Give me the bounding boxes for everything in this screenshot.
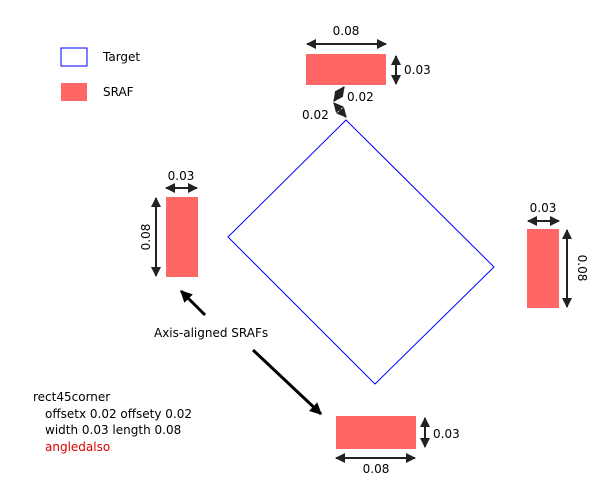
right-width-label: 0.03	[530, 201, 557, 215]
legend-sraf-swatch	[61, 83, 87, 101]
annotation-arrow-left	[179, 289, 207, 317]
sraf-top	[306, 54, 386, 85]
bottom-width-label: 0.08	[363, 462, 390, 476]
code-line-4: angledalso	[45, 439, 111, 454]
code-line-2: offsetx 0.02 offsety 0.02	[45, 406, 192, 421]
annotation-label: Axis-aligned SRAFs	[154, 326, 268, 340]
sraf-left	[166, 197, 198, 277]
sraf-bottom	[336, 416, 416, 449]
bottom-height-label: 0.03	[433, 427, 460, 441]
offset-x-label: 0.02	[302, 108, 329, 122]
annotation-arrow-bottom	[251, 348, 323, 416]
left-length-label: 0.08	[139, 224, 153, 251]
sraf-right	[527, 229, 559, 308]
code-block: rect45corner offsetx 0.02 offsety 0.02 w…	[33, 389, 192, 455]
code-line-3: width 0.03 length 0.08	[45, 423, 182, 437]
code-line-1: rect45corner	[33, 390, 111, 404]
target-diamond	[227, 119, 495, 385]
offset-x-dimension	[333, 102, 347, 118]
legend-sraf-label: SRAF	[103, 85, 134, 99]
legend: Target SRAF	[60, 47, 140, 101]
offset-y-dimension	[333, 86, 345, 102]
top-width-label: 0.08	[333, 24, 360, 38]
top-height-label: 0.03	[404, 63, 431, 77]
left-width-label: 0.03	[168, 169, 195, 183]
legend-target-swatch	[60, 47, 88, 67]
right-length-label: 0.08	[575, 255, 589, 282]
offset-y-label: 0.02	[347, 90, 374, 104]
legend-target-label: Target	[102, 50, 140, 64]
